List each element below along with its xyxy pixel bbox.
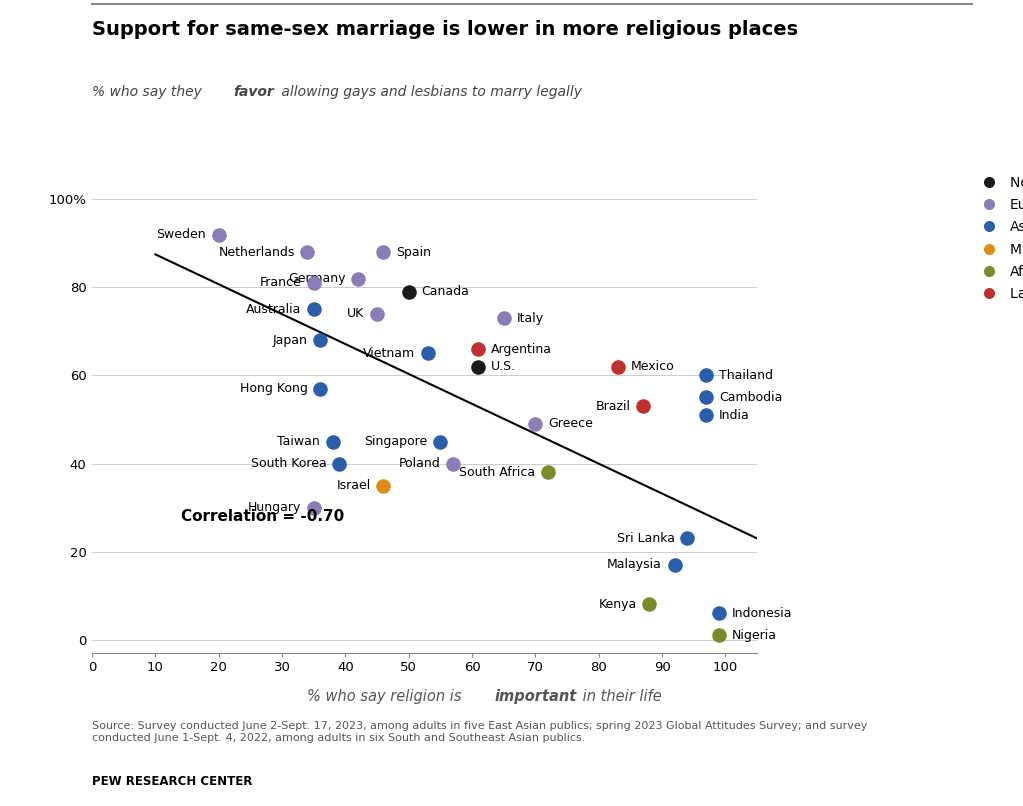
- Text: % who say they: % who say they: [92, 85, 207, 98]
- Text: Kenya: Kenya: [598, 598, 636, 611]
- Point: [540, 466, 557, 479]
- Point: [312, 382, 328, 395]
- Point: [369, 307, 386, 320]
- Point: [610, 360, 626, 373]
- Text: Nigeria: Nigeria: [731, 629, 776, 642]
- Text: Sri Lanka: Sri Lanka: [617, 532, 675, 545]
- Text: UK: UK: [347, 307, 364, 320]
- Point: [641, 598, 658, 611]
- Text: Correlation = -0.70: Correlation = -0.70: [181, 509, 344, 524]
- Point: [698, 369, 714, 382]
- Point: [350, 272, 366, 285]
- Text: Sweden: Sweden: [157, 228, 206, 241]
- Text: Hong Kong: Hong Kong: [239, 382, 307, 395]
- Text: Australia: Australia: [246, 303, 301, 316]
- Text: Israel: Israel: [337, 479, 370, 492]
- Text: Support for same-sex marriage is lower in more religious places: Support for same-sex marriage is lower i…: [92, 20, 798, 39]
- Text: Source: Survey conducted June 2-Sept. 17, 2023, among adults in five East Asian : Source: Survey conducted June 2-Sept. 17…: [92, 721, 868, 743]
- Point: [679, 532, 696, 545]
- Text: Hungary: Hungary: [248, 501, 301, 514]
- Text: Italy: Italy: [517, 312, 543, 325]
- Point: [698, 391, 714, 404]
- Text: Mexico: Mexico: [630, 360, 674, 373]
- Text: Cambodia: Cambodia: [719, 391, 783, 404]
- Point: [698, 409, 714, 422]
- Point: [401, 285, 417, 298]
- Point: [306, 501, 322, 514]
- Point: [330, 457, 347, 470]
- Text: Germany: Germany: [287, 272, 346, 285]
- Text: France: France: [259, 276, 301, 289]
- Point: [375, 246, 392, 259]
- Text: % who say religion is: % who say religion is: [307, 689, 466, 704]
- Point: [711, 607, 727, 620]
- Text: Spain: Spain: [396, 246, 431, 259]
- Text: favor: favor: [233, 85, 274, 98]
- Text: South Africa: South Africa: [459, 466, 535, 479]
- Point: [419, 347, 436, 360]
- Point: [471, 343, 487, 355]
- Text: Japan: Japan: [272, 334, 307, 347]
- Point: [495, 312, 512, 325]
- Text: Malaysia: Malaysia: [608, 559, 662, 571]
- Text: U.S.: U.S.: [491, 360, 517, 373]
- Text: South Korea: South Korea: [251, 457, 326, 470]
- Point: [432, 435, 448, 448]
- Point: [312, 334, 328, 347]
- Text: Taiwan: Taiwan: [277, 435, 320, 448]
- Text: Argentina: Argentina: [491, 343, 552, 355]
- Point: [211, 228, 227, 241]
- Text: PEW RESEARCH CENTER: PEW RESEARCH CENTER: [92, 775, 253, 788]
- Point: [527, 418, 543, 430]
- Text: Thailand: Thailand: [719, 369, 773, 382]
- Point: [299, 246, 315, 259]
- Point: [471, 360, 487, 373]
- Point: [375, 479, 392, 492]
- Text: Poland: Poland: [399, 457, 440, 470]
- Point: [445, 457, 461, 470]
- Text: Indonesia: Indonesia: [731, 607, 792, 620]
- Point: [306, 303, 322, 316]
- Text: Canada: Canada: [421, 285, 470, 298]
- Text: Greece: Greece: [548, 418, 593, 430]
- Text: Brazil: Brazil: [595, 400, 630, 413]
- Text: allowing gays and lesbians to marry legally: allowing gays and lesbians to marry lega…: [277, 85, 582, 98]
- Point: [324, 435, 341, 448]
- Point: [635, 400, 652, 413]
- Point: [667, 559, 683, 571]
- Point: [711, 629, 727, 642]
- Text: India: India: [719, 409, 750, 422]
- Text: Netherlands: Netherlands: [218, 246, 295, 259]
- Point: [306, 276, 322, 289]
- Legend: North America, Europe, Asia-Pacific, Middle East, Africa, Latin America: North America, Europe, Asia-Pacific, Mid…: [970, 170, 1023, 307]
- Text: important: important: [494, 689, 576, 704]
- Text: in their life: in their life: [578, 689, 662, 704]
- Text: Singapore: Singapore: [364, 435, 428, 448]
- Text: Vietnam: Vietnam: [363, 347, 415, 360]
